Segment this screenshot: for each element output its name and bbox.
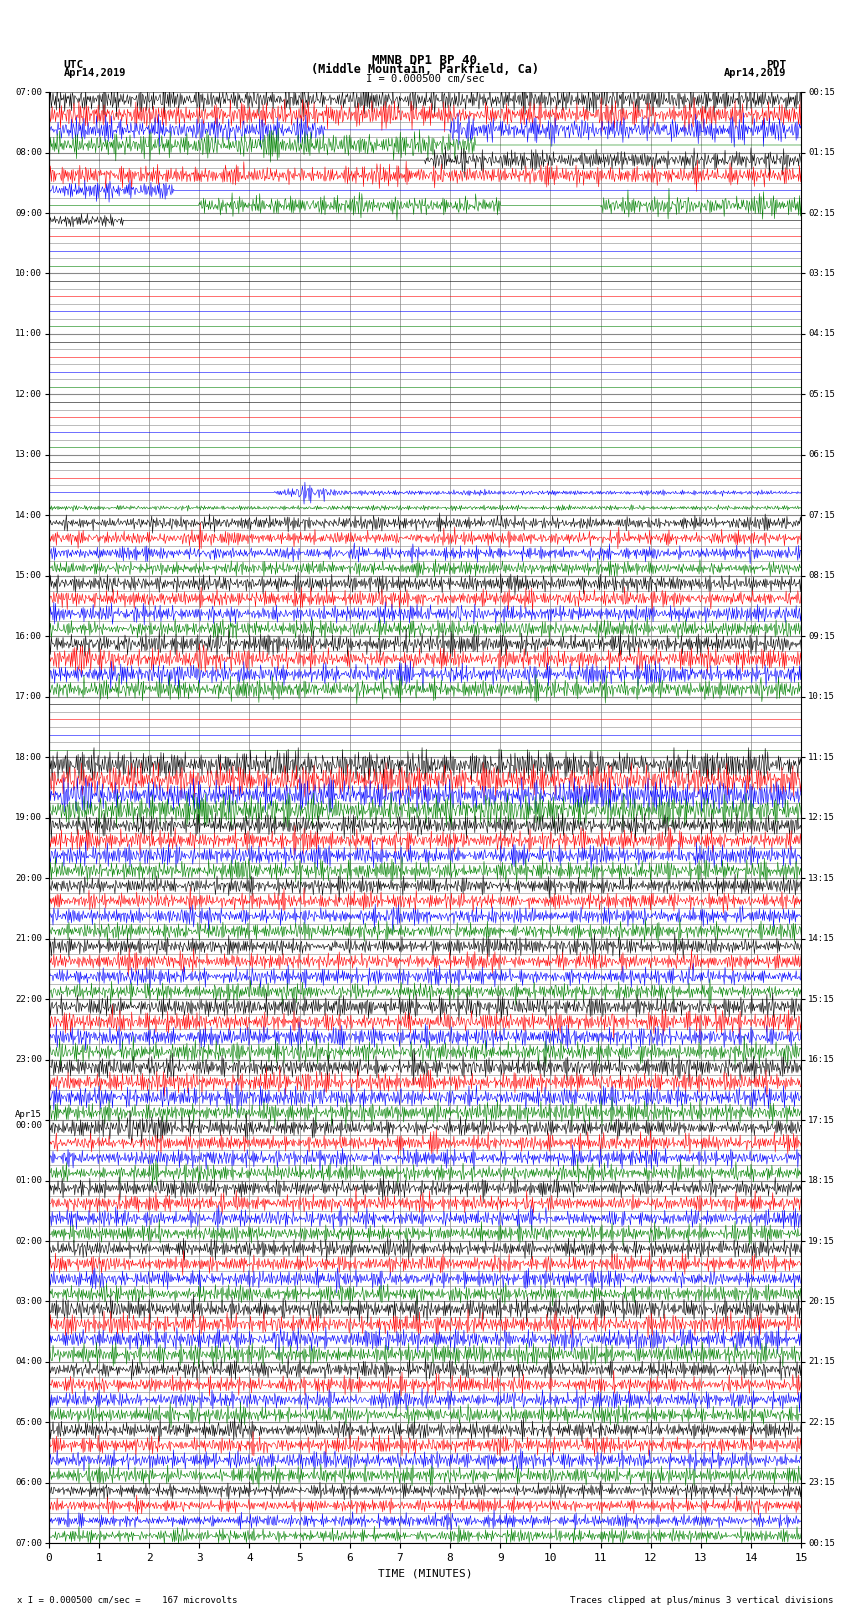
X-axis label: TIME (MINUTES): TIME (MINUTES) (377, 1569, 473, 1579)
Text: Traces clipped at plus/minus 3 vertical divisions: Traces clipped at plus/minus 3 vertical … (570, 1595, 833, 1605)
Text: x I = 0.000500 cm/sec =    167 microvolts: x I = 0.000500 cm/sec = 167 microvolts (17, 1595, 237, 1605)
Text: Apr14,2019: Apr14,2019 (64, 68, 127, 77)
Text: PDT: PDT (766, 60, 786, 71)
Text: Apr14,2019: Apr14,2019 (723, 68, 786, 77)
Text: MMNB DP1 BP 40: MMNB DP1 BP 40 (372, 53, 478, 66)
Text: (Middle Mountain, Parkfield, Ca): (Middle Mountain, Parkfield, Ca) (311, 63, 539, 76)
Text: UTC: UTC (64, 60, 84, 71)
Text: I = 0.000500 cm/sec: I = 0.000500 cm/sec (366, 74, 484, 84)
